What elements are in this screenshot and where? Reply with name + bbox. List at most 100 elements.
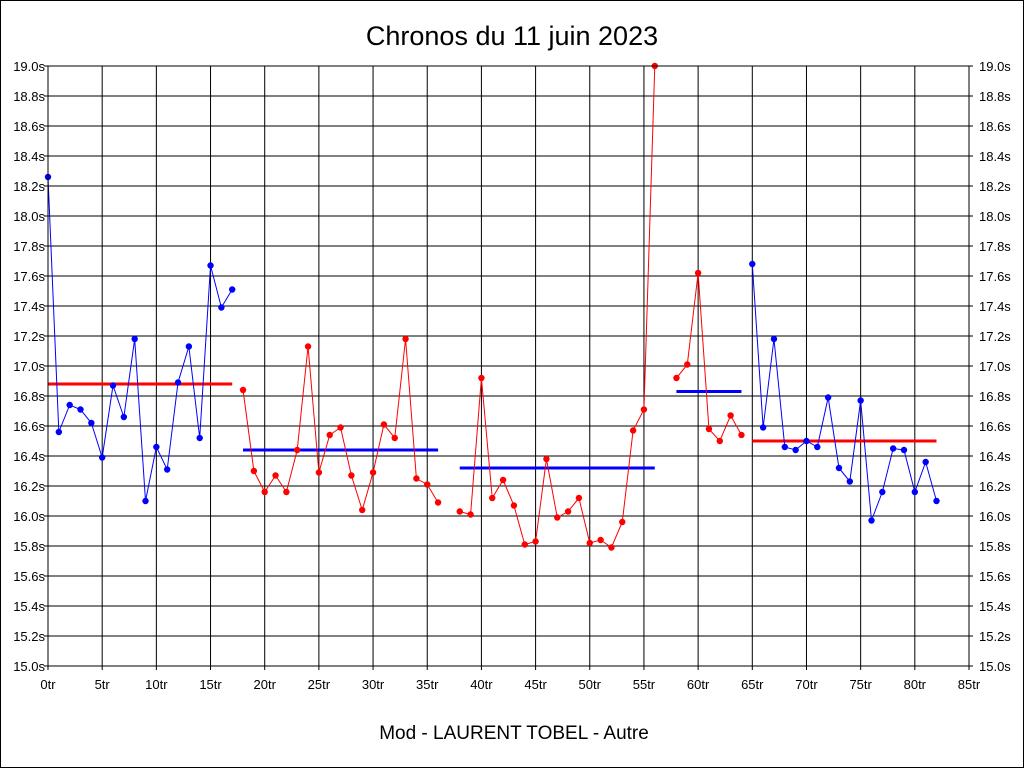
y-tick-label: 15.8s xyxy=(13,539,45,554)
data-point xyxy=(131,335,138,343)
x-tick-label: 45tr xyxy=(524,677,547,692)
data-point xyxy=(803,437,810,445)
data-point xyxy=(315,469,323,476)
data-point xyxy=(261,488,268,496)
x-tick-label: 15tr xyxy=(199,677,222,692)
data-point xyxy=(727,412,734,419)
x-tick-label: 75tr xyxy=(849,677,872,692)
data-point xyxy=(716,437,723,445)
x-tick-label: 35tr xyxy=(416,677,439,692)
data-point xyxy=(109,382,117,389)
data-point xyxy=(239,386,247,394)
data-point xyxy=(586,539,593,547)
x-tick-label: 55tr xyxy=(633,677,656,692)
y-tick-label: 17.4s xyxy=(979,299,1011,314)
data-point xyxy=(88,419,95,427)
y-tick-label: 17.0s xyxy=(979,359,1011,374)
y-tick-label: 16.4s xyxy=(13,449,45,464)
y-tick-label: 15.2s xyxy=(979,629,1011,644)
data-point xyxy=(348,472,355,479)
x-tick-label: 85tr xyxy=(958,677,981,692)
data-point xyxy=(857,397,864,404)
x-tick-label: 40tr xyxy=(470,677,493,692)
x-tick-label: 65tr xyxy=(741,677,764,692)
data-point xyxy=(597,536,604,544)
data-point xyxy=(499,476,507,484)
x-tick-label: 0tr xyxy=(40,677,56,692)
data-point xyxy=(272,472,279,479)
y-tick-label: 15.0s xyxy=(13,659,45,674)
data-point xyxy=(207,262,214,269)
data-point xyxy=(619,518,626,526)
x-tick-label: 30tr xyxy=(362,677,385,692)
y-tick-label: 18.2s xyxy=(13,179,45,194)
y-axis-right: 15.0s 15.2s 15.4s 15.6s 15.8s 16.0s 16.2s 16.4s… xyxy=(969,59,1011,674)
y-tick-label: 16.2s xyxy=(13,479,45,494)
data-point xyxy=(521,541,528,548)
y-tick-label: 18.6s xyxy=(979,119,1011,134)
data-point xyxy=(889,445,897,452)
data-point xyxy=(326,431,333,439)
plot-border xyxy=(47,65,970,667)
x-tick-label: 60tr xyxy=(687,677,710,692)
y-tick-label: 18.8s xyxy=(979,89,1011,104)
y-tick-label: 17.6s xyxy=(979,269,1011,284)
x-tick-label: 70tr xyxy=(795,677,818,692)
data-point xyxy=(55,428,63,436)
x-tick-label: 25tr xyxy=(308,677,331,692)
data-point xyxy=(66,401,73,409)
chart-footer: Mod - LAURENT TOBEL - Autre xyxy=(379,723,649,744)
y-tick-label: 15.4s xyxy=(979,599,1011,614)
y-tick-label: 15.2s xyxy=(13,629,45,644)
y-tick-label: 17.4s xyxy=(13,299,45,314)
data-point xyxy=(564,508,572,515)
data-point xyxy=(684,361,691,368)
x-tick-label: 10tr xyxy=(145,677,168,692)
data-point xyxy=(911,488,919,496)
data-point xyxy=(792,446,799,454)
y-tick-label: 16.8s xyxy=(13,389,45,404)
data-point xyxy=(163,466,171,473)
data-point xyxy=(467,511,474,518)
y-tick-label: 19.0s xyxy=(979,59,1011,74)
data-point xyxy=(738,431,745,439)
data-point xyxy=(369,469,377,476)
data-point xyxy=(304,343,312,350)
data-point xyxy=(283,488,290,496)
data-point xyxy=(868,517,875,524)
y-tick-label: 16.8s xyxy=(979,389,1011,404)
data-point xyxy=(434,499,442,506)
y-tick-label: 18.6s xyxy=(13,119,45,134)
data-point xyxy=(359,506,366,514)
data-point xyxy=(510,502,518,509)
data-point xyxy=(229,286,236,293)
y-tick-label: 17.2s xyxy=(13,329,45,344)
data-point xyxy=(900,446,908,454)
data-point xyxy=(174,379,182,386)
data-point xyxy=(846,478,854,485)
y-tick-label: 18.4s xyxy=(13,149,45,164)
data-point xyxy=(142,497,149,505)
data-point xyxy=(185,343,193,350)
chart-title: Chronos du 11 juin 2023 xyxy=(366,21,658,51)
y-tick-label: 16.2s xyxy=(979,479,1011,494)
y-tick-label: 15.4s xyxy=(13,599,45,614)
y-tick-label: 15.8s xyxy=(979,539,1011,554)
y-tick-label: 18.4s xyxy=(979,149,1011,164)
data-point xyxy=(608,544,615,551)
data-point xyxy=(532,538,539,545)
data-point xyxy=(543,455,550,463)
data-point xyxy=(413,475,420,482)
y-tick-label: 18.2s xyxy=(979,179,1011,194)
x-tick-label: 5tr xyxy=(95,677,111,692)
data-point xyxy=(391,434,398,442)
x-tick-label: 50tr xyxy=(579,677,602,692)
y-tick-label: 15.6s xyxy=(979,569,1011,584)
data-point xyxy=(554,514,561,521)
y-tick-label: 17.8s xyxy=(13,239,45,254)
series-line xyxy=(751,263,937,521)
data-point xyxy=(824,394,832,401)
data-point xyxy=(196,434,203,442)
